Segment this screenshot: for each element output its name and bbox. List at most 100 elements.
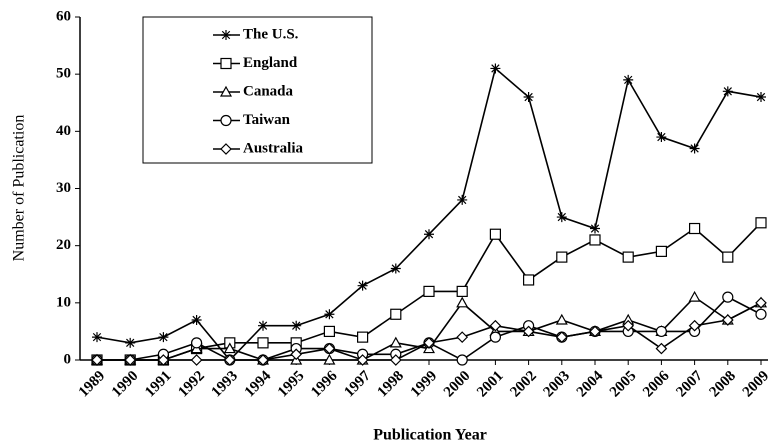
marker	[323, 353, 336, 365]
marker	[755, 296, 767, 309]
x-tick-label: 1990	[109, 368, 142, 401]
x-tick-label: 2009	[740, 368, 770, 401]
y-tick-label: 50	[56, 66, 71, 82]
marker	[655, 342, 668, 355]
marker	[190, 354, 203, 366]
marker	[91, 354, 103, 366]
y-tick-label: 10	[56, 294, 71, 310]
marker	[423, 337, 435, 349]
marker	[456, 296, 469, 308]
x-tick-label: 2005	[607, 368, 640, 401]
marker	[722, 251, 734, 263]
marker	[125, 337, 136, 348]
marker	[721, 314, 734, 326]
x-tick-label: 2007	[673, 368, 706, 401]
x-tick-label: 1991	[142, 368, 175, 401]
marker	[688, 319, 701, 332]
y-tick-label: 30	[56, 180, 71, 196]
marker	[590, 223, 600, 234]
marker	[655, 325, 668, 338]
x-tick-label: 1995	[275, 368, 308, 401]
marker	[92, 332, 102, 343]
marker	[756, 92, 766, 103]
x-tick-label: 2002	[507, 368, 540, 401]
y-tick-label: 60	[56, 8, 71, 24]
marker	[656, 132, 667, 143]
marker	[589, 325, 601, 338]
legend-marker	[220, 114, 232, 127]
marker	[124, 354, 137, 366]
marker	[456, 354, 468, 366]
marker	[556, 212, 567, 223]
marker	[722, 86, 733, 97]
x-tick-label: 1989	[76, 368, 109, 401]
x-tick-label: 1993	[209, 368, 242, 401]
legend-marker	[219, 85, 233, 97]
y-tick-label: 0	[64, 351, 72, 367]
x-tick-label: 1998	[375, 368, 408, 401]
y-axis-label: Number of Publication	[11, 115, 28, 262]
marker	[357, 280, 368, 291]
marker	[490, 63, 501, 74]
marker	[291, 320, 302, 331]
marker	[157, 354, 170, 366]
x-tick-label: 2004	[574, 368, 607, 401]
marker	[324, 309, 335, 320]
marker	[555, 331, 568, 343]
marker	[688, 222, 701, 235]
marker	[622, 319, 635, 332]
marker	[323, 342, 336, 355]
legend-label: England	[243, 55, 298, 71]
legend-marker	[220, 143, 232, 155]
x-tick-label: 1997	[341, 368, 374, 401]
marker	[390, 308, 402, 320]
marker	[390, 263, 401, 274]
marker	[689, 143, 700, 154]
legend	[142, 16, 373, 164]
marker	[258, 320, 268, 331]
x-tick-label: 1996	[308, 368, 341, 401]
marker	[158, 332, 169, 343]
marker	[622, 251, 634, 263]
legend-marker	[221, 30, 231, 40]
marker	[290, 348, 303, 361]
x-tick-label: 1999	[408, 368, 441, 401]
marker	[623, 74, 634, 85]
marker	[755, 217, 767, 229]
marker	[191, 337, 203, 349]
y-tick-label: 20	[56, 237, 71, 253]
marker	[556, 251, 568, 263]
x-tick-label: 2001	[474, 368, 507, 401]
marker	[589, 234, 601, 246]
marker	[523, 92, 534, 103]
x-tick-label: 2003	[541, 368, 574, 401]
marker	[456, 331, 469, 343]
marker	[489, 331, 501, 343]
marker	[424, 229, 434, 240]
marker	[489, 228, 501, 240]
marker	[522, 325, 535, 338]
x-tick-label: 2008	[707, 368, 740, 401]
marker	[555, 313, 568, 325]
legend-label: Taiwan	[243, 112, 291, 128]
marker	[389, 354, 402, 366]
x-tick-label: 1992	[175, 368, 208, 401]
marker	[457, 194, 468, 205]
marker	[223, 354, 236, 366]
x-tick-label: 2006	[640, 368, 673, 401]
marker	[688, 290, 701, 302]
x-axis-label: Publication Year	[373, 427, 487, 444]
marker	[356, 354, 369, 366]
marker	[722, 291, 734, 303]
marker	[389, 336, 402, 348]
legend-label: Australia	[243, 140, 304, 156]
marker	[323, 325, 335, 338]
x-tick-label: 2000	[441, 368, 474, 401]
marker	[456, 285, 468, 297]
marker	[257, 337, 269, 349]
marker	[357, 331, 369, 343]
marker	[423, 285, 435, 297]
marker	[655, 245, 668, 257]
legend-label: The U.S.	[243, 26, 299, 42]
